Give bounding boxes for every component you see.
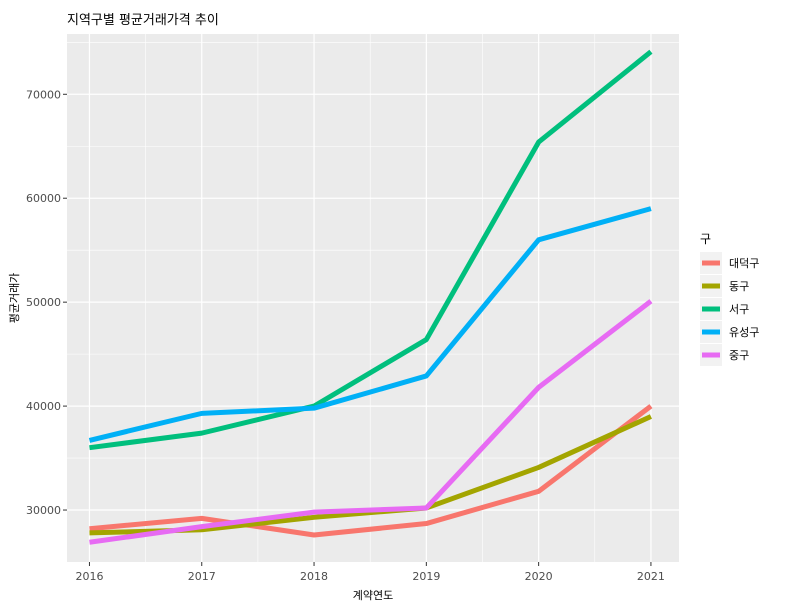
x-tick-label: 2021 xyxy=(637,570,665,583)
legend-label: 동구 xyxy=(729,280,749,293)
legend-label: 서구 xyxy=(729,303,749,316)
series-line-1 xyxy=(89,404,653,538)
series-line-4 xyxy=(88,206,652,443)
legend-label: 유성구 xyxy=(729,326,759,339)
x-tick-label: 2018 xyxy=(300,570,328,583)
series-line-3 xyxy=(89,49,653,451)
y-tick-label: 70000 xyxy=(26,88,61,101)
x-tick-label: 2020 xyxy=(525,570,553,583)
x-tick-label: 2019 xyxy=(412,570,440,583)
series-lines xyxy=(88,49,653,545)
x-axis-title: 계약연도 xyxy=(353,588,393,602)
legend-label: 대덕구 xyxy=(729,257,759,270)
legend-label: 중구 xyxy=(729,349,749,362)
y-tick-label: 30000 xyxy=(26,504,61,517)
y-tick-label: 40000 xyxy=(26,400,61,413)
y-axis-title: 평균거래가 xyxy=(8,273,21,324)
chart-title: 지역구별 평균거래가격 추이 xyxy=(67,13,219,28)
minor-gridlines xyxy=(67,34,679,562)
y-tick-label: 50000 xyxy=(26,296,61,309)
x-tick-label: 2017 xyxy=(188,570,216,583)
major-gridlines xyxy=(67,34,679,562)
x-axis-ticks: 2016 2017 2018 2019 2020 2021 xyxy=(75,562,665,583)
x-tick-label: 2016 xyxy=(75,570,103,583)
y-tick-label: 60000 xyxy=(26,192,61,205)
plot-panel xyxy=(67,34,679,562)
legend-title: 구 xyxy=(700,232,711,246)
y-axis-ticks: 30000 40000 50000 60000 70000 xyxy=(26,88,67,517)
series-line-5 xyxy=(89,299,653,545)
